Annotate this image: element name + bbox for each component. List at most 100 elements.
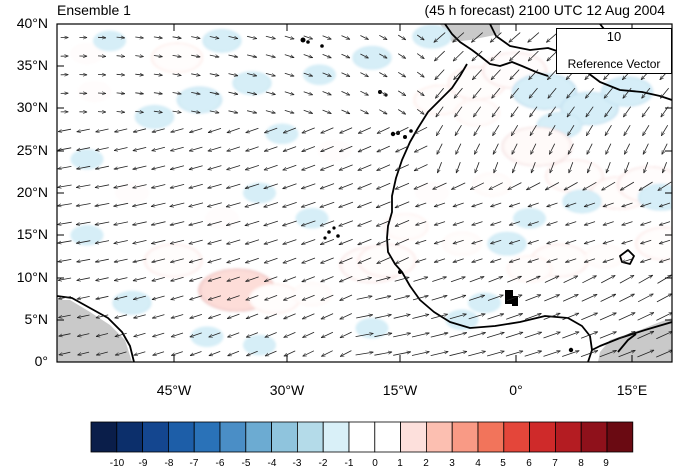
wind-vector	[284, 110, 294, 113]
wind-vector	[586, 106, 594, 117]
wind-vector	[301, 201, 316, 207]
wind-vector	[226, 239, 241, 244]
wind-vector	[172, 111, 182, 113]
wind-vector	[432, 277, 446, 282]
wind-vector	[247, 110, 257, 113]
colorbar-box	[116, 421, 144, 453]
anomaly-blob	[584, 244, 625, 269]
wind-vector	[283, 239, 297, 245]
wind-vector	[265, 110, 276, 114]
wind-vector	[57, 203, 72, 206]
wind-vector	[356, 315, 373, 319]
wind-vector	[622, 202, 633, 207]
wind-vector	[265, 350, 277, 357]
wind-vector	[656, 294, 672, 303]
wind-vector	[284, 35, 294, 39]
wind-vector	[152, 332, 165, 337]
anomaly-blob	[512, 73, 577, 110]
wind-vector	[358, 238, 372, 246]
wind-vector	[170, 165, 185, 170]
wind-vector	[246, 127, 259, 133]
wind-vector	[284, 332, 296, 338]
wind-vector	[395, 220, 410, 227]
wind-vector	[543, 351, 561, 357]
wind-vector	[637, 293, 653, 303]
wind-vector	[470, 182, 485, 190]
wind-vector	[226, 202, 241, 207]
wind-vector	[603, 239, 614, 244]
colorbar-label: -3	[292, 458, 302, 469]
anomaly-blob	[303, 64, 336, 85]
wind-vector	[413, 277, 429, 282]
anomaly-blob	[248, 283, 301, 314]
wind-vector	[450, 295, 467, 301]
wind-vector	[416, 34, 424, 40]
coastline-iberia	[444, 24, 549, 77]
wind-vector	[623, 106, 632, 117]
wind-vector	[565, 239, 577, 244]
wind-vector	[377, 164, 391, 171]
wind-vector	[303, 350, 315, 357]
wind-vector	[358, 164, 372, 171]
wind-vector	[562, 312, 580, 321]
wind-vector	[172, 93, 182, 95]
x-label-45w: 45°W	[156, 382, 192, 398]
wind-vector	[321, 127, 334, 134]
wind-vector	[57, 221, 72, 224]
wind-vector	[357, 220, 372, 227]
wind-vector	[133, 314, 146, 318]
wind-vector	[430, 333, 448, 338]
anomaly-blob	[412, 24, 452, 49]
wind-vector	[511, 143, 518, 155]
wind-vector	[493, 162, 499, 173]
wind-vector	[543, 332, 561, 339]
wind-vector	[77, 296, 90, 299]
wind-vector	[245, 257, 259, 263]
wind-vector	[453, 239, 464, 244]
wind-vector	[189, 239, 203, 244]
anomaly-blob	[506, 255, 553, 283]
anomaly-blob	[487, 231, 527, 256]
wind-vector	[283, 146, 297, 152]
colorbar-box	[245, 421, 273, 453]
wind-vector	[132, 184, 147, 188]
wind-vector	[376, 182, 391, 190]
wind-vector	[265, 35, 276, 39]
wind-vector	[360, 53, 368, 59]
colorbar-label: 0	[372, 458, 378, 469]
wind-vector	[624, 124, 631, 136]
wind-vector	[190, 351, 202, 356]
wind-vector	[116, 37, 125, 38]
wind-vector	[431, 314, 448, 319]
wind-vector	[658, 181, 672, 191]
wind-vector	[321, 294, 334, 301]
wind-vector	[414, 126, 428, 135]
wind-vector	[321, 276, 334, 283]
wind-vector	[302, 294, 315, 301]
wind-vector	[530, 162, 536, 173]
wind-vector	[189, 258, 203, 263]
wind-vector	[528, 221, 539, 226]
wind-vector	[171, 351, 183, 356]
anomaly-blob	[93, 30, 126, 52]
wind-vector	[116, 56, 125, 57]
wind-vector	[264, 146, 278, 152]
wind-vector	[340, 313, 352, 320]
colorbar-box	[193, 421, 221, 453]
wind-vector	[601, 275, 615, 284]
wind-vector	[472, 221, 483, 226]
anomaly-blob	[472, 172, 512, 197]
wind-vector	[228, 92, 239, 94]
colorbar-box	[322, 421, 350, 453]
wind-vector	[451, 182, 466, 190]
wind-vector	[379, 90, 387, 95]
wind-vector	[358, 257, 372, 264]
wind-vector	[228, 111, 239, 113]
wind-vector	[562, 332, 579, 339]
wind-vector	[637, 349, 654, 358]
wind-vector	[393, 352, 411, 356]
wind-vector	[57, 184, 72, 187]
y-label-15n: 15°N	[16, 226, 48, 242]
anomaly-blob	[243, 334, 276, 356]
wind-vector	[395, 257, 409, 265]
